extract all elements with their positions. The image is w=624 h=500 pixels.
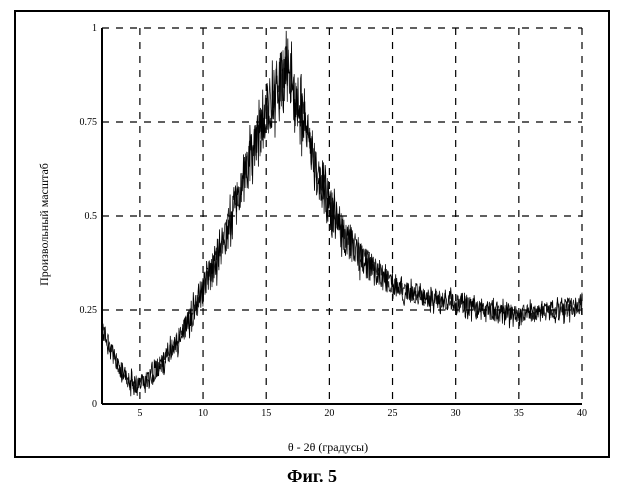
svg-text:30: 30 [451, 408, 461, 419]
svg-text:0: 0 [92, 399, 97, 410]
xrd-chart: 5 10 15 20 25 30 35 40 0 0.25 0.5 0.75 1 [68, 22, 588, 426]
svg-text:0.5: 0.5 [85, 211, 98, 222]
svg-text:40: 40 [577, 408, 587, 419]
figure-caption: Фиг. 5 [0, 466, 624, 487]
page: Произвольный масштаб 5 10 15 20 25 30 35 40 0 0.2… [0, 0, 624, 500]
x-axis-label: θ - 2θ (градусы) [68, 440, 588, 455]
svg-text:25: 25 [388, 408, 398, 419]
y-axis-label: Произвольный масштаб [37, 163, 52, 286]
svg-text:35: 35 [514, 408, 524, 419]
svg-text:0.75: 0.75 [80, 117, 98, 128]
svg-text:1: 1 [92, 23, 97, 34]
svg-text:10: 10 [198, 408, 208, 419]
svg-text:5: 5 [137, 408, 142, 419]
svg-text:20: 20 [324, 408, 334, 419]
svg-text:15: 15 [261, 408, 271, 419]
svg-text:0.25: 0.25 [80, 305, 98, 316]
y-axis-label-wrap: Произвольный масштаб [36, 22, 52, 426]
